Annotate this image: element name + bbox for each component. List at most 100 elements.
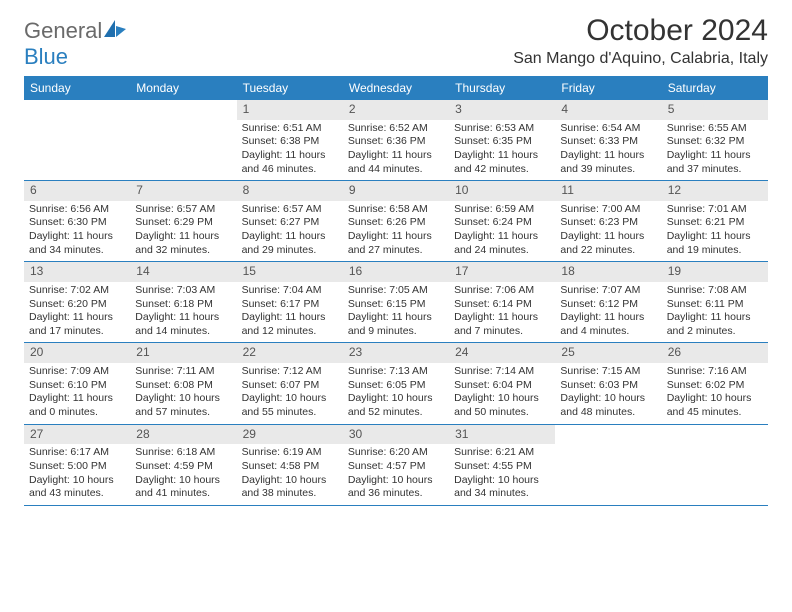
- sunset-text: Sunset: 6:08 PM: [135, 379, 231, 393]
- day-cell: [24, 100, 130, 180]
- daylight-text: Daylight: 11 hours and 27 minutes.: [348, 230, 444, 257]
- daylight-text: Daylight: 11 hours and 24 minutes.: [454, 230, 550, 257]
- weekday-header: Friday: [555, 76, 661, 100]
- day-number: 27: [24, 425, 130, 445]
- brand-sail-icon: [104, 18, 126, 43]
- sunrise-text: Sunrise: 6:21 AM: [454, 446, 550, 460]
- sunset-text: Sunset: 6:17 PM: [242, 298, 338, 312]
- sunset-text: Sunset: 6:07 PM: [242, 379, 338, 393]
- day-number: 31: [449, 425, 555, 445]
- sunrise-text: Sunrise: 6:17 AM: [29, 446, 125, 460]
- brand-name: GeneralBlue: [24, 18, 126, 70]
- daylight-text: Daylight: 10 hours and 50 minutes.: [454, 392, 550, 419]
- day-cell: 30Sunrise: 6:20 AMSunset: 4:57 PMDayligh…: [343, 425, 449, 505]
- sunset-text: Sunset: 6:36 PM: [348, 135, 444, 149]
- day-body: Sunrise: 7:07 AMSunset: 6:12 PMDaylight:…: [555, 282, 661, 343]
- day-body: Sunrise: 6:58 AMSunset: 6:26 PMDaylight:…: [343, 201, 449, 262]
- day-number: 20: [24, 343, 130, 363]
- day-body: Sunrise: 6:20 AMSunset: 4:57 PMDaylight:…: [343, 444, 449, 505]
- sunrise-text: Sunrise: 6:56 AM: [29, 203, 125, 217]
- day-cell: 22Sunrise: 7:12 AMSunset: 6:07 PMDayligh…: [237, 343, 343, 423]
- daylight-text: Daylight: 10 hours and 34 minutes.: [454, 474, 550, 501]
- day-body: Sunrise: 6:19 AMSunset: 4:58 PMDaylight:…: [237, 444, 343, 505]
- sunrise-text: Sunrise: 6:55 AM: [667, 122, 763, 136]
- day-number: 28: [130, 425, 236, 445]
- sunset-text: Sunset: 6:23 PM: [560, 216, 656, 230]
- daylight-text: Daylight: 11 hours and 12 minutes.: [242, 311, 338, 338]
- sunrise-text: Sunrise: 7:09 AM: [29, 365, 125, 379]
- daylight-text: Daylight: 11 hours and 4 minutes.: [560, 311, 656, 338]
- sunrise-text: Sunrise: 6:57 AM: [135, 203, 231, 217]
- daylight-text: Daylight: 11 hours and 2 minutes.: [667, 311, 763, 338]
- sunrise-text: Sunrise: 7:03 AM: [135, 284, 231, 298]
- month-title: October 2024: [513, 14, 768, 48]
- sunset-text: Sunset: 6:32 PM: [667, 135, 763, 149]
- day-cell: [130, 100, 236, 180]
- daylight-text: Daylight: 11 hours and 37 minutes.: [667, 149, 763, 176]
- day-number: 21: [130, 343, 236, 363]
- sunset-text: Sunset: 6:30 PM: [29, 216, 125, 230]
- day-body: Sunrise: 6:52 AMSunset: 6:36 PMDaylight:…: [343, 120, 449, 181]
- day-body: Sunrise: 6:57 AMSunset: 6:29 PMDaylight:…: [130, 201, 236, 262]
- day-cell: 16Sunrise: 7:05 AMSunset: 6:15 PMDayligh…: [343, 262, 449, 342]
- sunset-text: Sunset: 4:57 PM: [348, 460, 444, 474]
- calendar-week: 27Sunrise: 6:17 AMSunset: 5:00 PMDayligh…: [24, 425, 768, 506]
- sunset-text: Sunset: 6:26 PM: [348, 216, 444, 230]
- sunrise-text: Sunrise: 6:57 AM: [242, 203, 338, 217]
- day-number: 15: [237, 262, 343, 282]
- day-body: Sunrise: 7:11 AMSunset: 6:08 PMDaylight:…: [130, 363, 236, 424]
- sunrise-text: Sunrise: 7:11 AM: [135, 365, 231, 379]
- sunset-text: Sunset: 6:21 PM: [667, 216, 763, 230]
- sunset-text: Sunset: 6:02 PM: [667, 379, 763, 393]
- daylight-text: Daylight: 11 hours and 42 minutes.: [454, 149, 550, 176]
- brand-logo: GeneralBlue: [24, 18, 126, 70]
- day-body: Sunrise: 6:21 AMSunset: 4:55 PMDaylight:…: [449, 444, 555, 505]
- day-number: 14: [130, 262, 236, 282]
- weekday-header: Sunday: [24, 76, 130, 100]
- day-cell: 2Sunrise: 6:52 AMSunset: 6:36 PMDaylight…: [343, 100, 449, 180]
- sunrise-text: Sunrise: 7:04 AM: [242, 284, 338, 298]
- day-cell: 18Sunrise: 7:07 AMSunset: 6:12 PMDayligh…: [555, 262, 661, 342]
- sunrise-text: Sunrise: 6:53 AM: [454, 122, 550, 136]
- daylight-text: Daylight: 11 hours and 44 minutes.: [348, 149, 444, 176]
- day-body: Sunrise: 7:16 AMSunset: 6:02 PMDaylight:…: [662, 363, 768, 424]
- day-cell: 19Sunrise: 7:08 AMSunset: 6:11 PMDayligh…: [662, 262, 768, 342]
- calendar-page: GeneralBlue October 2024 San Mango d'Aqu…: [0, 0, 792, 520]
- weekday-header: Wednesday: [343, 76, 449, 100]
- day-number: 1: [237, 100, 343, 120]
- sunset-text: Sunset: 6:27 PM: [242, 216, 338, 230]
- day-number: 26: [662, 343, 768, 363]
- daylight-text: Daylight: 11 hours and 22 minutes.: [560, 230, 656, 257]
- day-body: Sunrise: 6:55 AMSunset: 6:32 PMDaylight:…: [662, 120, 768, 181]
- brand-name-1: General: [24, 18, 102, 43]
- sunrise-text: Sunrise: 6:58 AM: [348, 203, 444, 217]
- daylight-text: Daylight: 10 hours and 41 minutes.: [135, 474, 231, 501]
- day-body: Sunrise: 7:00 AMSunset: 6:23 PMDaylight:…: [555, 201, 661, 262]
- day-cell: 21Sunrise: 7:11 AMSunset: 6:08 PMDayligh…: [130, 343, 236, 423]
- day-body: Sunrise: 6:18 AMSunset: 4:59 PMDaylight:…: [130, 444, 236, 505]
- day-body: Sunrise: 7:13 AMSunset: 6:05 PMDaylight:…: [343, 363, 449, 424]
- daylight-text: Daylight: 11 hours and 9 minutes.: [348, 311, 444, 338]
- day-number: 23: [343, 343, 449, 363]
- day-cell: 23Sunrise: 7:13 AMSunset: 6:05 PMDayligh…: [343, 343, 449, 423]
- sunset-text: Sunset: 6:18 PM: [135, 298, 231, 312]
- sunset-text: Sunset: 6:24 PM: [454, 216, 550, 230]
- weekday-header: Thursday: [449, 76, 555, 100]
- day-number: 6: [24, 181, 130, 201]
- day-number: 10: [449, 181, 555, 201]
- sunset-text: Sunset: 6:05 PM: [348, 379, 444, 393]
- day-cell: 12Sunrise: 7:01 AMSunset: 6:21 PMDayligh…: [662, 181, 768, 261]
- day-number: 17: [449, 262, 555, 282]
- day-cell: 6Sunrise: 6:56 AMSunset: 6:30 PMDaylight…: [24, 181, 130, 261]
- day-body: Sunrise: 7:04 AMSunset: 6:17 PMDaylight:…: [237, 282, 343, 343]
- day-cell: 28Sunrise: 6:18 AMSunset: 4:59 PMDayligh…: [130, 425, 236, 505]
- calendar-week: 13Sunrise: 7:02 AMSunset: 6:20 PMDayligh…: [24, 262, 768, 343]
- day-body: Sunrise: 7:02 AMSunset: 6:20 PMDaylight:…: [24, 282, 130, 343]
- page-header: GeneralBlue October 2024 San Mango d'Aqu…: [24, 14, 768, 70]
- day-body: Sunrise: 6:51 AMSunset: 6:38 PMDaylight:…: [237, 120, 343, 181]
- daylight-text: Daylight: 10 hours and 38 minutes.: [242, 474, 338, 501]
- day-number: 24: [449, 343, 555, 363]
- day-cell: 27Sunrise: 6:17 AMSunset: 5:00 PMDayligh…: [24, 425, 130, 505]
- daylight-text: Daylight: 10 hours and 43 minutes.: [29, 474, 125, 501]
- day-cell: 25Sunrise: 7:15 AMSunset: 6:03 PMDayligh…: [555, 343, 661, 423]
